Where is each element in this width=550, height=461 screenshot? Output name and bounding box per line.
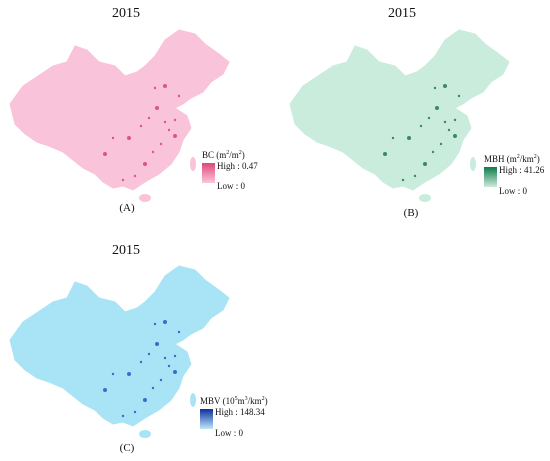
urban-hotspot [139,360,143,364]
hainan-island [419,194,431,202]
urban-hotspot [435,106,439,110]
urban-hotspot [423,162,427,166]
urban-hotspot [443,120,447,124]
panel-a-legend-low: Low : 0 [217,181,245,191]
panel-a-label: (A) [119,202,135,214]
hainan-island [139,430,151,438]
urban-hotspot [133,410,137,414]
urban-hotspot [151,386,155,390]
urban-hotspot [419,124,423,128]
urban-hotspot [103,152,107,156]
panel-c-legend-low: Low : 0 [215,428,243,438]
urban-hotspot [163,120,167,124]
urban-hotspot [139,124,143,128]
urban-hotspot [167,128,171,132]
urban-hotspot [155,342,159,346]
urban-hotspot [163,84,167,88]
urban-hotspot [153,86,157,90]
urban-hotspot [111,136,115,140]
urban-hotspot [457,94,461,98]
china-outline [9,29,230,191]
panel-c-legend-high: High : 148.34 [215,407,265,417]
urban-hotspot [401,178,405,182]
panel-a-legend-title: BC (m2/m2) [202,150,245,160]
panel-a-legend-high: High : 0.47 [217,161,258,171]
urban-hotspot [173,354,177,358]
panel-b-legend: MBH (m2/km2) High : 41.26 Low : 0 [484,154,544,196]
china-outline [289,29,510,191]
urban-hotspot [133,174,137,178]
urban-hotspot [173,134,177,138]
urban-hotspot [121,178,125,182]
urban-hotspot [147,116,151,120]
panel-a-china-map [9,29,230,202]
urban-hotspot [143,162,147,166]
urban-hotspot [167,364,171,368]
panel-c-color-ramp [200,409,213,429]
panel-c-legend: MBV (105m3/km2) High : 148.34 Low : 0 [200,396,268,438]
china-outline [9,265,230,427]
panel-a-color-ramp [202,163,215,183]
urban-hotspot [127,136,131,140]
urban-hotspot [163,356,167,360]
urban-hotspot [127,372,131,376]
urban-hotspot [447,128,451,132]
panel-a-year: 2015 [112,6,140,21]
urban-hotspot [413,174,417,178]
panel-b-legend-high: High : 41.26 [499,165,545,175]
urban-hotspot [177,330,181,334]
urban-hotspot [153,322,157,326]
urban-hotspot [121,414,125,418]
panel-c-year: 2015 [112,243,140,258]
urban-hotspot [103,388,107,392]
urban-hotspot [453,118,457,122]
panel-b-color-ramp [484,167,497,187]
urban-hotspot [159,142,163,146]
panel-b-year: 2015 [388,6,416,21]
urban-hotspot [159,378,163,382]
urban-hotspot [155,106,159,110]
urban-hotspot [407,136,411,140]
hainan-island [139,194,151,202]
urban-hotspot [439,142,443,146]
taiwan-island [470,157,476,171]
urban-hotspot [427,116,431,120]
panel-a-legend: BC (m2/m2) High : 0.47 Low : 0 [202,150,258,191]
urban-hotspot [383,152,387,156]
taiwan-island [190,157,196,171]
urban-hotspot [177,94,181,98]
urban-hotspot [151,150,155,154]
urban-hotspot [111,372,115,376]
urban-hotspot [173,370,177,374]
panel-b-label: (B) [403,207,419,219]
urban-hotspot [443,84,447,88]
panel-c-label: (C) [119,442,135,454]
panel-c-china-map [9,265,230,438]
panel-b-legend-title: MBH (m2/km2) [484,154,540,164]
urban-hotspot [173,118,177,122]
urban-hotspot [453,134,457,138]
urban-hotspot [433,86,437,90]
urban-hotspot [143,398,147,402]
urban-hotspot [431,150,435,154]
urban-hotspot [163,320,167,324]
urban-hotspot [147,352,151,356]
urban-hotspot [391,136,395,140]
panel-b-legend-low: Low : 0 [499,186,527,196]
taiwan-island [190,393,196,407]
panel-c-legend-title: MBV (105m3/km2) [200,396,268,406]
panel-b-china-map [289,29,510,202]
